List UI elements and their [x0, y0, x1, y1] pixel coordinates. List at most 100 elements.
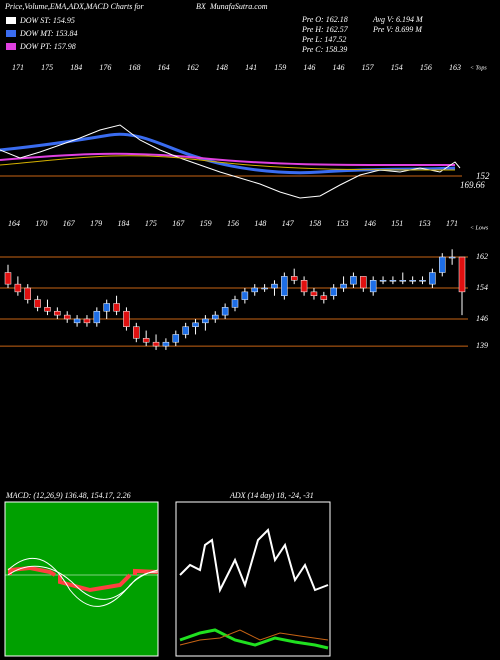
candle-body [290, 276, 298, 281]
candle-body [221, 307, 229, 316]
adx-label: ADX (14 day) 18, -24, -31 [229, 491, 314, 500]
lows-value: 159 [200, 219, 212, 228]
tops-value: 164 [158, 63, 170, 72]
candle-body [162, 341, 170, 347]
tops-value: 176 [99, 63, 111, 72]
macd-panel [4, 501, 159, 657]
candle-body [439, 256, 446, 273]
header-symbol: BX [196, 2, 207, 11]
adx-line [179, 628, 329, 650]
lows-value: 156 [227, 219, 239, 228]
candle-body [24, 287, 31, 300]
lows-value: 164 [8, 219, 20, 228]
y-tick-label: 139 [476, 341, 488, 350]
candle-body [83, 318, 91, 324]
legend-swatch [6, 17, 16, 24]
candle-body [14, 283, 22, 293]
candle-body [44, 307, 51, 312]
candle-body [271, 283, 278, 289]
tops-value: 154 [391, 63, 403, 72]
ema-label: 152 [476, 171, 490, 181]
candle-body [202, 318, 209, 324]
lows-value: 171 [446, 219, 458, 228]
tops-value: 157 [362, 63, 375, 72]
ema-line [0, 124, 461, 199]
ema-label: 169.66 [460, 180, 485, 190]
candle-body [103, 303, 110, 312]
candle-body [261, 287, 268, 290]
tops-value: 156 [420, 63, 432, 72]
adx-panel [175, 501, 331, 657]
tops-value: 168 [129, 63, 141, 72]
candle-body [379, 280, 387, 282]
candle-body [212, 314, 219, 320]
candle-body [123, 310, 130, 327]
legend-swatch [6, 43, 16, 50]
candle-body [281, 276, 288, 296]
candle-body [251, 287, 258, 293]
lows-value: 147 [282, 219, 295, 228]
candle-body [93, 310, 101, 324]
tops-value: 159 [274, 63, 286, 72]
tops-value: 146 [303, 63, 315, 72]
y-tick-label: 146 [476, 314, 488, 323]
tops-value: 162 [187, 63, 199, 72]
candle-body [231, 299, 239, 308]
tops-value: 148 [216, 63, 228, 72]
legend-swatch [6, 30, 16, 37]
macd-label: MACD: (12,26,9) 136.48, 154.17, 2.26 [5, 491, 131, 500]
candle-body [54, 310, 61, 316]
y-tick-label: 162 [476, 252, 488, 261]
candle-body [152, 341, 160, 347]
lows-value: 184 [118, 219, 130, 228]
adx-di [179, 629, 329, 646]
tops-value: 146 [332, 63, 344, 72]
lows-value: 158 [309, 219, 321, 228]
candle-body [429, 272, 436, 285]
candle-body [340, 283, 347, 289]
candle-body [389, 280, 397, 282]
ema-line [0, 152, 456, 167]
lows-value: 170 [35, 219, 47, 228]
candle-body [241, 291, 249, 300]
volume: Pre V: 8.699 M [372, 25, 423, 34]
lows-value: 175 [145, 219, 157, 228]
lows-value: 167 [172, 219, 185, 228]
tops-value: 175 [41, 63, 53, 72]
tops-value: 163 [449, 63, 461, 72]
volume: Avg V: 6.194 M [372, 15, 424, 24]
legend: DOW MT: 153.84 [19, 29, 78, 38]
candle-body [142, 338, 150, 343]
candle-body [458, 256, 466, 293]
candle-body [4, 272, 12, 285]
lows-value: 151 [391, 219, 403, 228]
candle-body [300, 280, 308, 293]
candle-body [350, 276, 357, 285]
candle-body [192, 322, 199, 327]
legend: DOW ST: 154.95 [19, 16, 75, 25]
candle-body [34, 299, 41, 308]
quote: Pre O: 162.18 [301, 15, 348, 24]
header-site: MunafaSutra.com [209, 2, 268, 11]
candle-body [320, 295, 328, 300]
macd-line [7, 557, 159, 607]
candle-body [419, 280, 426, 282]
candle-body [448, 256, 456, 259]
lows-value: 153 [337, 219, 349, 228]
candle-body [409, 280, 416, 282]
candle-body [360, 276, 367, 289]
candle-body [399, 280, 407, 282]
candle-body [310, 291, 318, 296]
ema-line [0, 155, 456, 171]
tops-label: < Tops [470, 65, 487, 71]
header-title: Price,Volume,EMA,ADX,MACD Charts for [4, 2, 145, 11]
candle-body [330, 287, 337, 296]
macd-hist [8, 565, 159, 593]
lows-value: 167 [63, 219, 76, 228]
candle-body [63, 314, 71, 320]
tops-value: 141 [245, 63, 257, 72]
legend: DOW PT: 157.98 [19, 42, 76, 51]
candle-body [113, 303, 120, 312]
